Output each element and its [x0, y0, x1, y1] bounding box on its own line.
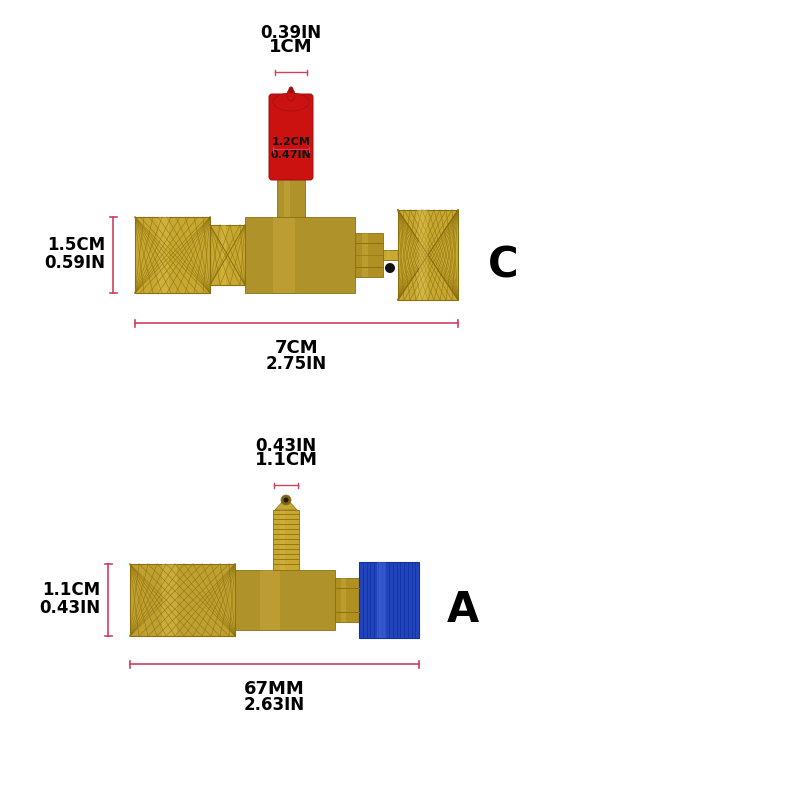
Bar — [398, 210, 458, 300]
Text: 0.43IN: 0.43IN — [39, 599, 100, 617]
Text: 1.1CM: 1.1CM — [254, 451, 318, 469]
Text: 7CM: 7CM — [274, 339, 318, 357]
Bar — [235, 570, 335, 630]
Bar — [359, 562, 419, 638]
Text: 1.5CM: 1.5CM — [47, 236, 105, 254]
Text: 1.1CM: 1.1CM — [42, 581, 100, 599]
Bar — [341, 578, 346, 622]
Bar — [355, 233, 383, 277]
Text: 2.75IN: 2.75IN — [266, 355, 327, 373]
Bar — [210, 225, 245, 285]
Bar — [362, 233, 368, 277]
Text: 1.2CM: 1.2CM — [271, 137, 310, 147]
Text: A: A — [447, 589, 479, 631]
Bar — [419, 210, 428, 300]
Text: 0.39IN: 0.39IN — [261, 24, 322, 42]
Bar — [162, 564, 178, 636]
Bar — [284, 177, 290, 217]
Text: 0.47IN: 0.47IN — [270, 150, 311, 160]
Text: 0.43IN: 0.43IN — [255, 437, 317, 455]
Text: 2.63IN: 2.63IN — [244, 696, 305, 714]
Bar — [273, 510, 299, 570]
Bar — [245, 217, 355, 293]
Text: 0.59IN: 0.59IN — [44, 254, 105, 272]
Bar — [260, 570, 280, 630]
Bar — [335, 578, 359, 622]
FancyBboxPatch shape — [269, 94, 313, 180]
Ellipse shape — [289, 86, 294, 94]
Circle shape — [281, 495, 291, 505]
Bar — [377, 562, 386, 638]
Bar — [416, 210, 425, 300]
Bar — [279, 510, 285, 570]
Ellipse shape — [287, 89, 295, 101]
Bar — [273, 217, 294, 293]
Bar — [383, 250, 398, 260]
Bar — [158, 217, 169, 293]
Polygon shape — [275, 500, 297, 510]
Circle shape — [283, 498, 289, 502]
Bar — [277, 177, 305, 217]
Bar — [221, 225, 226, 285]
Bar — [135, 217, 210, 293]
Bar — [386, 250, 390, 260]
Text: 1CM: 1CM — [269, 38, 313, 56]
Text: 67MM: 67MM — [244, 680, 305, 698]
Ellipse shape — [273, 93, 309, 111]
Bar — [130, 564, 235, 636]
Circle shape — [385, 263, 395, 273]
Text: C: C — [488, 244, 518, 286]
